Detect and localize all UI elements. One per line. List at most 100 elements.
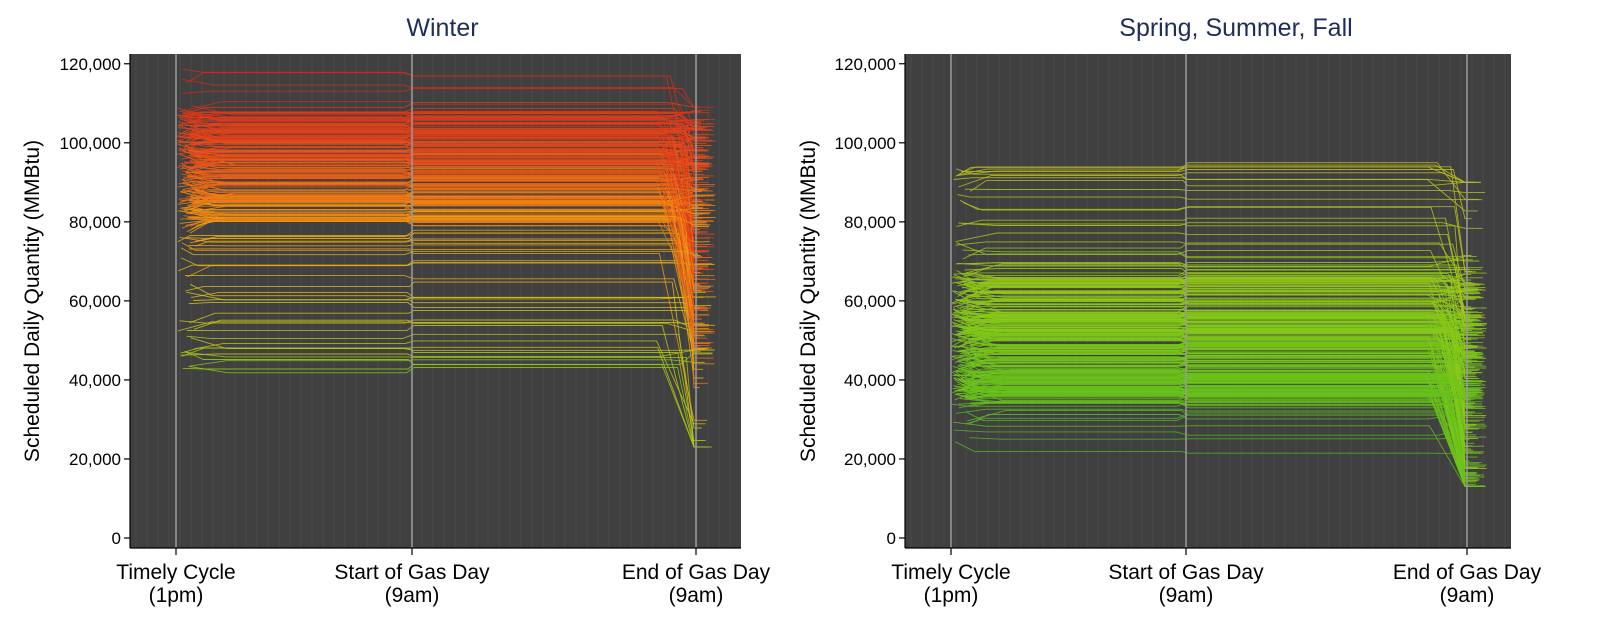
series-line bbox=[194, 232, 704, 370]
series-line bbox=[183, 166, 705, 180]
y-tick-label: 0 bbox=[887, 529, 896, 548]
x-tick-sublabel: (9am) bbox=[385, 584, 440, 607]
series-line bbox=[194, 175, 699, 192]
minor-grid bbox=[135, 54, 731, 548]
series-line bbox=[191, 192, 703, 204]
series-line bbox=[179, 210, 711, 226]
series-line bbox=[951, 353, 1487, 359]
series-line bbox=[187, 205, 716, 216]
series-line bbox=[193, 291, 706, 301]
series-line bbox=[181, 135, 710, 146]
series-line bbox=[194, 180, 707, 248]
series-line bbox=[179, 148, 714, 330]
x-tick-label: Start of Gas Day bbox=[1108, 561, 1264, 584]
series-line bbox=[968, 338, 1475, 352]
series-line bbox=[192, 191, 702, 320]
spring-summer-fall-chart: 0 20,000 40,000 60,000 80,000 100,000 120,000 T… bbox=[797, 54, 1542, 607]
series-line bbox=[955, 232, 1470, 317]
series-line bbox=[952, 365, 1482, 389]
y-tick-label: 20,000 bbox=[69, 450, 121, 469]
series-line bbox=[970, 312, 1477, 319]
series-line bbox=[193, 340, 706, 425]
series-line bbox=[188, 216, 704, 269]
x-tick-label: Timely Cycle bbox=[116, 561, 235, 584]
series-line bbox=[177, 127, 706, 140]
series-line bbox=[955, 330, 1478, 340]
series-line bbox=[961, 280, 1471, 330]
series-line bbox=[190, 337, 715, 351]
series-line bbox=[954, 308, 1480, 429]
y-tick-label: 60,000 bbox=[69, 292, 121, 311]
series-line bbox=[188, 100, 704, 150]
series-line bbox=[969, 384, 1475, 400]
y-tick-label: 60,000 bbox=[844, 292, 896, 311]
series-line bbox=[183, 184, 709, 316]
series-line bbox=[967, 319, 1478, 378]
y-axis-label: Scheduled Daily Quantity (MMBtu) bbox=[797, 140, 820, 462]
y-tick-label: 100,000 bbox=[835, 134, 896, 153]
series-line bbox=[178, 140, 709, 157]
series-line bbox=[960, 273, 1472, 280]
series-line bbox=[956, 168, 1481, 183]
series-line bbox=[960, 169, 1472, 220]
series-line bbox=[189, 359, 705, 367]
series-line bbox=[189, 141, 709, 284]
chart-title: Spring, Summer, Fall bbox=[1119, 14, 1353, 42]
y-tick-label: 0 bbox=[112, 529, 121, 548]
series-line bbox=[964, 188, 1485, 194]
series-line bbox=[970, 293, 1481, 307]
x-tick-sublabel: (9am) bbox=[669, 584, 724, 607]
series-line bbox=[959, 300, 1487, 416]
x-tick-label: Timely Cycle bbox=[891, 561, 1010, 584]
series-line bbox=[961, 326, 1487, 469]
series-line bbox=[963, 389, 1472, 434]
series-line bbox=[968, 280, 1479, 290]
series-line bbox=[180, 257, 715, 267]
series-line bbox=[961, 351, 1482, 407]
series-line bbox=[961, 272, 1475, 284]
x-tick-sublabel: (1pm) bbox=[924, 584, 979, 607]
series-line bbox=[955, 298, 1476, 312]
winter-panel: Winter 0 20,000 40,000 60,000 80,000 100,000 1… bbox=[0, 0, 790, 641]
series-line bbox=[965, 368, 1474, 452]
series-line bbox=[961, 317, 1478, 324]
series-line bbox=[955, 241, 1478, 290]
series-line bbox=[193, 117, 712, 131]
series-line bbox=[180, 214, 715, 365]
series-line bbox=[958, 382, 1484, 488]
y-tick-label: 40,000 bbox=[69, 371, 121, 390]
series-line bbox=[192, 120, 708, 229]
series-line bbox=[181, 242, 707, 421]
series-line bbox=[190, 161, 702, 172]
series-line bbox=[962, 311, 1484, 453]
chart-title: Winter bbox=[406, 14, 479, 42]
y-tick-label: 100,000 bbox=[60, 134, 121, 153]
series-line bbox=[962, 249, 1472, 258]
y-tick-label: 20,000 bbox=[844, 450, 896, 469]
series-line bbox=[182, 111, 714, 239]
series-line bbox=[956, 315, 1483, 359]
series-line bbox=[184, 275, 713, 355]
x-tick-sublabel: (9am) bbox=[1440, 584, 1495, 607]
series-line bbox=[959, 368, 1472, 379]
series-line bbox=[186, 140, 714, 187]
series-line bbox=[962, 277, 1483, 286]
series-lines bbox=[950, 162, 1487, 488]
series-line bbox=[187, 176, 708, 225]
series-line bbox=[176, 125, 701, 142]
series-line bbox=[178, 107, 703, 129]
series-line bbox=[965, 305, 1485, 316]
series-line bbox=[179, 157, 707, 339]
series-line bbox=[186, 333, 702, 429]
series-line bbox=[951, 333, 1485, 341]
series-line bbox=[194, 182, 707, 191]
series-line bbox=[958, 326, 1481, 398]
series-line bbox=[957, 194, 1483, 201]
series-line bbox=[963, 317, 1472, 325]
x-tick-label: End of Gas Day bbox=[1393, 561, 1542, 584]
series-line bbox=[181, 173, 715, 333]
series-line bbox=[955, 345, 1473, 427]
y-axis-label: Scheduled Daily Quantity (MMBtu) bbox=[21, 140, 44, 462]
series-line bbox=[180, 247, 701, 256]
series-line bbox=[184, 143, 710, 164]
